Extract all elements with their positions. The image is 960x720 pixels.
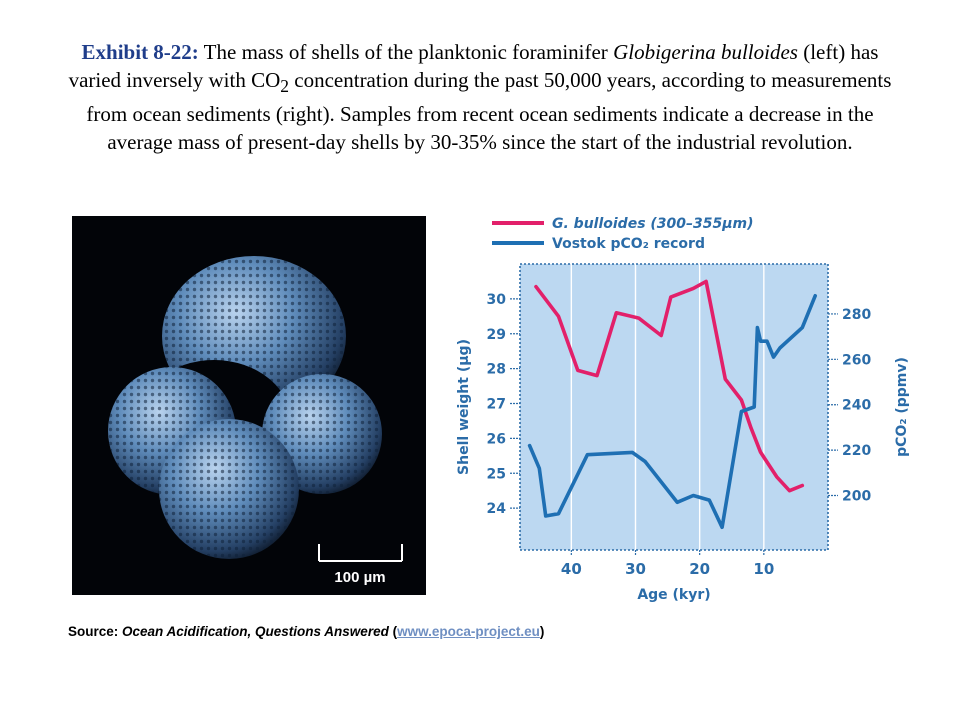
left-tick-label: 25 (487, 466, 506, 482)
right-tick-label: 240 (842, 398, 871, 414)
caption-text-1: The mass of shells of the planktonic for… (198, 40, 614, 64)
right-tick-label: 260 (842, 352, 871, 368)
x-axis: 40 30 20 10 (561, 550, 774, 578)
scale-bar-label: 100 µm (334, 569, 385, 586)
x-tick-label: 20 (689, 560, 710, 578)
y-axis-left-label: Shell weight (µg) (456, 339, 472, 475)
co2-subscript: 2 (280, 76, 290, 97)
right-tick-label: 220 (842, 443, 871, 459)
foraminifer-micrograph: 100 µm (72, 216, 426, 595)
x-tick-label: 10 (753, 560, 774, 578)
species-name: Globigerina bulloides (613, 40, 798, 64)
shell-chambers (108, 256, 382, 559)
scale-bar: 100 µm (318, 544, 403, 586)
caption-text-2: (left) has varied inversely with CO (68, 40, 879, 92)
x-tick-label: 30 (625, 560, 646, 578)
x-tick-label: 40 (561, 560, 582, 578)
source-line: Source: Ocean Acidification, Questions A… (68, 624, 544, 639)
plot-area (520, 264, 828, 550)
source-prefix: Source: (68, 624, 123, 639)
data-series (527, 279, 818, 530)
left-tick-label: 29 (487, 327, 506, 343)
grid-lines (570, 264, 765, 550)
left-tick-label: 26 (487, 431, 506, 447)
left-axis: 30 29 28 27 26 25 24 (487, 292, 520, 517)
right-tick-label: 200 (842, 489, 871, 505)
plot-border (519, 263, 829, 551)
source-close-paren: ) (539, 624, 545, 639)
right-axis: 280 260 240 220 200 (828, 307, 871, 505)
source-title: Ocean Acidification, Questions Answered (122, 624, 389, 639)
right-tick-label: 280 (842, 307, 871, 323)
source-open-paren: ( (388, 624, 398, 639)
x-axis-label: Age (kyr) (637, 587, 710, 603)
series-line-bulloides (534, 279, 805, 493)
caption-text-3: concentration during the past 50,000 yea… (86, 68, 892, 155)
shell-weight-co2-chart: G. bulloides (300–355µm) Vostok pCO₂ rec… (440, 206, 920, 610)
left-tick-label: 24 (487, 501, 507, 517)
left-tick-label: 27 (487, 397, 506, 413)
legend-label-bulloides: G. bulloides (300–355µm) (552, 216, 754, 232)
legend: G. bulloides (300–355µm) Vostok pCO₂ rec… (492, 216, 754, 252)
foraminifer-image: 100 µm (108, 256, 403, 586)
caption: Exhibit 8-22: The mass of shells of the … (60, 38, 900, 156)
chart-svg: G. bulloides (300–355µm) Vostok pCO₂ rec… (456, 216, 910, 603)
y-axis-right-label: pCO₂ (ppmv) (894, 357, 910, 457)
left-tick-label: 30 (487, 292, 507, 308)
series-line-vostok (527, 294, 818, 530)
left-tick-label: 28 (487, 362, 506, 378)
exhibit-label: Exhibit 8-22: (81, 40, 199, 64)
source-link[interactable]: www.epoca-project.eu (397, 624, 540, 639)
legend-label-vostok: Vostok pCO₂ record (552, 236, 705, 252)
